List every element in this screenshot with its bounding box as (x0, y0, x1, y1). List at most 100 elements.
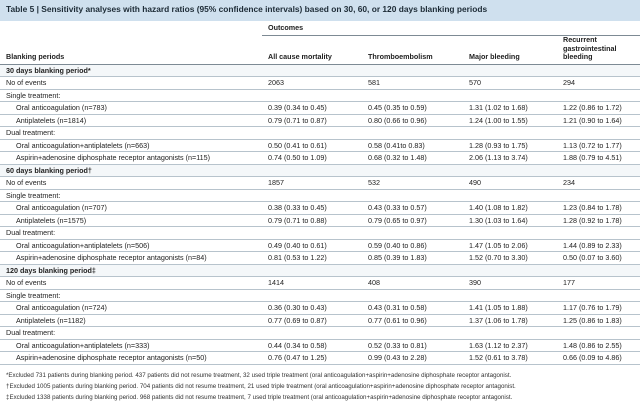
table-cell: 177 (557, 276, 640, 290)
table-row: Oral anticoagulation (n=724) 0.36 (0.30 t… (0, 301, 640, 315)
table-row: Oral anticoagulation (n=707) 0.38 (0.33 t… (0, 201, 640, 215)
row-label: Oral anticoagulation (n=783) (0, 101, 262, 115)
table-cell: 1.25 (0.86 to 1.83) (557, 314, 640, 328)
table-cell: 0.36 (0.30 to 0.43) (262, 301, 362, 315)
table-cell: 0.38 (0.33 to 0.45) (262, 201, 362, 215)
table-cell: 390 (463, 276, 557, 290)
table-cell: 490 (463, 176, 557, 190)
table-row: Aspirin+adenosine diphosphate receptor a… (0, 151, 640, 165)
table-cell: 0.99 (0.43 to 2.28) (362, 351, 463, 365)
subgroup-row: Dual treatment: (0, 126, 640, 140)
header-row-outcomes: Outcomes (0, 21, 640, 36)
table-cell: 1.22 (0.86 to 1.72) (557, 101, 640, 115)
row-label: No of events (0, 76, 262, 90)
section-label: 60 days blanking period† (0, 164, 640, 178)
row-label: Aspirin+adenosine diphosphate receptor a… (0, 351, 262, 365)
subgroup-row: Dual treatment: (0, 226, 640, 240)
table-cell: 0.52 (0.33 to 0.81) (362, 339, 463, 353)
row-label: Oral anticoagulation+antiplatelets (n=50… (0, 239, 262, 253)
table-cell: 0.59 (0.40 to 0.86) (362, 239, 463, 253)
table-cell: 581 (362, 76, 463, 90)
table-row: Antiplatelets (n=1182) 0.77 (0.69 to 0.87… (0, 314, 640, 328)
row-label: Antiplatelets (n=1182) (0, 314, 262, 328)
table-cell: 1.47 (1.05 to 2.06) (463, 239, 557, 253)
table-cell: 0.76 (0.47 to 1.25) (262, 351, 362, 365)
subgroup-label: Dual treatment: (0, 326, 640, 340)
table-cell: 1.48 (0.86 to 2.55) (557, 339, 640, 353)
row-label: Oral anticoagulation+antiplatelets (n=66… (0, 139, 262, 153)
table-cell: 1.17 (0.76 to 1.79) (557, 301, 640, 315)
table-cell: 1.88 (0.79 to 4.51) (557, 151, 640, 165)
table-cell: 408 (362, 276, 463, 290)
table-cell: 0.79 (0.71 to 0.87) (262, 114, 362, 128)
table-cell: 0.77 (0.61 to 0.96) (362, 314, 463, 328)
section-header-row: 60 days blanking period† (0, 164, 640, 178)
footnote: *Excluded 731 patients during blanking p… (6, 372, 512, 379)
table-title: Table 5 | Sensitivity analyses with haza… (0, 0, 640, 21)
table-cell: 0.43 (0.33 to 0.57) (362, 201, 463, 215)
table-cell: 0.66 (0.09 to 4.86) (557, 351, 640, 365)
events-row: No of events 1857 532 490 234 (0, 176, 640, 190)
section-header-row: 30 days blanking period* (0, 64, 640, 78)
row-label: No of events (0, 276, 262, 290)
table-cell: 0.50 (0.41 to 0.61) (262, 139, 362, 153)
table-row: Aspirin+adenosine diphosphate receptor a… (0, 351, 640, 365)
table-cell: 1414 (262, 276, 362, 290)
table-cell: 1.23 (0.84 to 1.78) (557, 201, 640, 215)
table-row: Oral anticoagulation+antiplatelets (n=66… (0, 139, 640, 153)
col-header-recurrent-gi-bleeding: Recurrent gastrointestinal bleeding (557, 35, 640, 65)
table-cell: 1.24 (1.00 to 1.55) (463, 114, 557, 128)
table-cell: 0.81 (0.53 to 1.22) (262, 251, 362, 265)
subgroup-label: Single treatment: (0, 289, 640, 303)
table-cell: 0.44 (0.34 to 0.58) (262, 339, 362, 353)
table-cell: 0.80 (0.66 to 0.96) (362, 114, 463, 128)
table-cell: 1.52 (0.70 to 3.30) (463, 251, 557, 265)
table-cell: 294 (557, 76, 640, 90)
col-header-major-bleeding: Major bleeding (463, 35, 557, 65)
section-label: 30 days blanking period* (0, 64, 640, 78)
subgroup-label: Dual treatment: (0, 226, 640, 240)
sensitivity-table: Outcomes Blanking periods All cause mort… (0, 21, 640, 365)
table-cell: 0.45 (0.35 to 0.59) (362, 101, 463, 115)
col-header-thromboembolism: Thromboembolism (362, 35, 463, 65)
row-label: No of events (0, 176, 262, 190)
subgroup-label: Single treatment: (0, 89, 640, 103)
section-label: 120 days blanking period‡ (0, 264, 640, 278)
events-row: No of events 2063 581 570 294 (0, 76, 640, 90)
outcomes-header: Outcomes (262, 21, 640, 36)
table-cell: 1.41 (1.05 to 1.88) (463, 301, 557, 315)
footnote: ‡Excluded 1338 patients during blanking … (6, 394, 513, 401)
col-header-all-cause-mortality: All cause mortality (262, 35, 362, 65)
table-cell: 0.50 (0.07 to 3.60) (557, 251, 640, 265)
table-cell: 0.74 (0.50 to 1.09) (262, 151, 362, 165)
table-cell: 1857 (262, 176, 362, 190)
table-cell: 1.44 (0.89 to 2.33) (557, 239, 640, 253)
header-row: Blanking periods All cause mortality Thr… (0, 35, 640, 65)
col-header-blanking-periods: Blanking periods (0, 35, 262, 65)
table-cell: 1.37 (1.06 to 1.78) (463, 314, 557, 328)
footnote: †Excluded 1005 patients during blanking … (6, 383, 516, 390)
table-cell: 570 (463, 76, 557, 90)
section-header-row: 120 days blanking period‡ (0, 264, 640, 278)
table-row: Oral anticoagulation+antiplatelets (n=50… (0, 239, 640, 253)
table-cell: 0.79 (0.71 to 0.88) (262, 214, 362, 228)
table-cell: 532 (362, 176, 463, 190)
table-row: Oral anticoagulation+antiplatelets (n=33… (0, 339, 640, 353)
table-cell: 0.39 (0.34 to 0.45) (262, 101, 362, 115)
table-cell: 0.58 (0.41to 0.83) (362, 139, 463, 153)
subgroup-label: Single treatment: (0, 189, 640, 203)
subgroup-label: Dual treatment: (0, 126, 640, 140)
table-cell: 0.77 (0.69 to 0.87) (262, 314, 362, 328)
table-cell: 0.49 (0.40 to 0.61) (262, 239, 362, 253)
subgroup-row: Single treatment: (0, 189, 640, 203)
table-cell: 0.85 (0.39 to 1.83) (362, 251, 463, 265)
row-label: Aspirin+adenosine diphosphate receptor a… (0, 251, 262, 265)
table-cell: 2063 (262, 76, 362, 90)
table-row: Antiplatelets (n=1575) 0.79 (0.71 to 0.88… (0, 214, 640, 228)
row-label: Oral anticoagulation (n=724) (0, 301, 262, 315)
table-cell: 0.68 (0.32 to 1.48) (362, 151, 463, 165)
subgroup-row: Single treatment: (0, 289, 640, 303)
subgroup-row: Dual treatment: (0, 326, 640, 340)
table-cell: 234 (557, 176, 640, 190)
